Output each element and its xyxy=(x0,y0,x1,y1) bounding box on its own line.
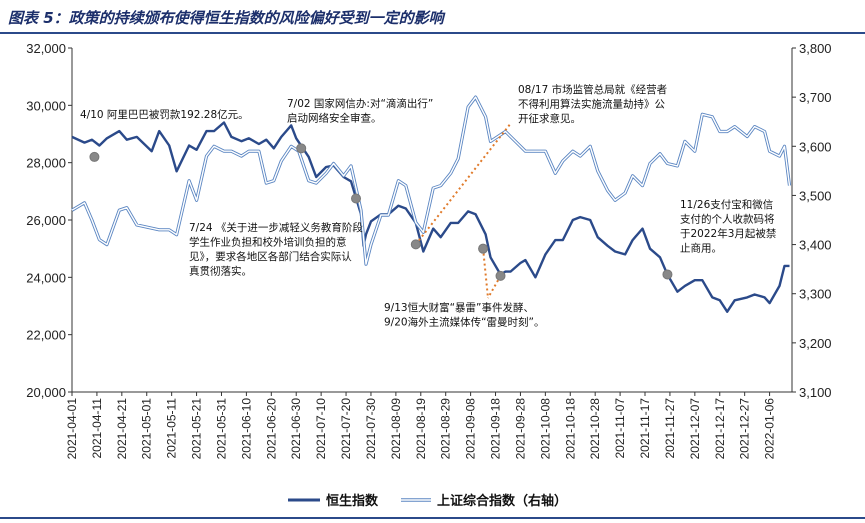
x-tick-label: 2021-12-17 xyxy=(713,398,727,460)
connector-0920 xyxy=(487,275,502,299)
annotation-text: 9/20海外主流媒体传“雷曼时刻”。 xyxy=(384,316,544,329)
x-tick-label: 2021-09-18 xyxy=(489,398,503,460)
x-tick-label: 2021-06-30 xyxy=(289,398,303,460)
x-tick-label: 2021-11-17 xyxy=(638,398,652,459)
x-tick-label: 2021-11-07 xyxy=(613,398,627,459)
y-left-tick-label: 24,000 xyxy=(26,270,66,285)
x-tick-label: 2021-04-01 xyxy=(65,398,79,460)
event-marker xyxy=(296,143,307,154)
annotation-text: 真贯彻落实。 xyxy=(189,265,252,278)
event-marker xyxy=(662,269,673,280)
annotation-text: 启动网络安全审查。 xyxy=(287,112,382,125)
y-left-tick-label: 26,000 xyxy=(26,213,66,228)
legend-label-hsi: 恒生指数 xyxy=(326,493,379,509)
annotation-text: 7/24 《关于进一步减轻义务教育阶段 xyxy=(189,221,363,234)
y-left-tick-label: 22,000 xyxy=(26,328,66,343)
x-tick-label: 2021-08-19 xyxy=(414,398,428,460)
series-line-0 xyxy=(71,121,790,313)
x-tick-label: 2021-10-28 xyxy=(588,398,602,460)
annotation-text: 不得利用算法实施流量劫持》公 xyxy=(518,98,665,111)
annotation-text: 9/13恒大财富“暴雷”事件发酵、 xyxy=(384,301,534,314)
x-tick-label: 2021-09-28 xyxy=(513,398,527,460)
x-tick-label: 2021-09-08 xyxy=(464,398,478,460)
x-tick-label: 2021-12-07 xyxy=(688,398,702,460)
y-left-tick-label: 28,000 xyxy=(26,156,66,171)
y-right-tick-label: 3,600 xyxy=(799,139,832,154)
annotation-text: 11/26支付宝和微信 xyxy=(680,198,773,211)
y-left-tick-label: 30,000 xyxy=(26,98,66,113)
annotation-text: 4/10 阿里巴巴被罚款192.28亿元。 xyxy=(80,108,249,121)
y-right-tick-label: 3,300 xyxy=(799,287,832,302)
series-line-1 xyxy=(71,96,791,265)
x-tick-label: 2021-08-29 xyxy=(439,398,453,460)
event-marker xyxy=(351,193,362,204)
legend-label-sse: 上证综合指数（右轴） xyxy=(437,493,567,509)
x-tick-label: 2021-05-31 xyxy=(214,398,228,460)
connector-0913 xyxy=(482,248,489,299)
event-marker xyxy=(89,151,100,162)
annotation-text: 止商用。 xyxy=(680,242,722,255)
x-tick-label: 2021-05-01 xyxy=(140,398,154,460)
y-right-tick-label: 3,800 xyxy=(799,41,832,56)
x-tick-label: 2021-04-11 xyxy=(90,398,104,459)
annotation-text: 见》，要求各地区各部门结合实际认 xyxy=(189,250,352,263)
annotation-text: 08/17 市场监管总局就《经营者 xyxy=(518,83,667,96)
x-tick-label: 2021-10-08 xyxy=(538,398,552,460)
x-tick-label: 2021-06-20 xyxy=(264,398,278,460)
x-tick-label: 2021-07-10 xyxy=(314,398,328,460)
annotation-text: 学生作业负担和校外培训负担的意 xyxy=(189,236,347,249)
y-right-tick-label: 3,400 xyxy=(799,238,832,253)
title-bar: 图表 5：政策的持续颁布使得恒生指数的风险偏好受到一定的影响 xyxy=(0,0,865,34)
event-marker xyxy=(495,270,506,281)
x-tick-label: 2021-06-10 xyxy=(239,398,253,460)
chart-title: 图表 5：政策的持续颁布使得恒生指数的风险偏好受到一定的影响 xyxy=(8,9,444,27)
connector-0817 xyxy=(415,122,512,245)
x-tick-label: 2021-07-30 xyxy=(364,398,378,460)
x-tick-label: 2021-05-11 xyxy=(165,398,179,459)
x-tick-label: 2021-08-09 xyxy=(389,398,403,460)
annotation-text: 支付的个人收款码将 xyxy=(680,213,775,226)
y-right-tick-label: 3,100 xyxy=(799,385,832,400)
y-left-tick-label: 20,000 xyxy=(26,385,66,400)
event-marker xyxy=(410,239,421,250)
event-marker xyxy=(478,243,489,254)
x-tick-label: 2021-07-20 xyxy=(339,398,353,460)
x-tick-label: 2021-12-27 xyxy=(738,398,752,460)
x-tick-label: 2021-05-21 xyxy=(190,398,204,460)
x-tick-label: 2021-11-27 xyxy=(663,398,677,459)
y-right-tick-label: 3,200 xyxy=(799,336,832,351)
bottom-rule xyxy=(0,517,865,519)
annotation-text: 7/02 国家网信办:对“滴滴出行” xyxy=(287,97,433,110)
x-tick-label: 2021-04-21 xyxy=(115,398,129,460)
y-right-tick-label: 3,700 xyxy=(799,90,832,105)
annotation-text: 于2022年3月起被禁 xyxy=(680,227,777,240)
y-left-tick-label: 32,000 xyxy=(26,41,66,56)
x-tick-label: 2021-10-18 xyxy=(563,398,577,460)
annotation-text: 开征求意见。 xyxy=(518,112,581,125)
x-tick-label: 2022-01-06 xyxy=(763,398,777,460)
y-right-tick-label: 3,500 xyxy=(799,188,832,203)
